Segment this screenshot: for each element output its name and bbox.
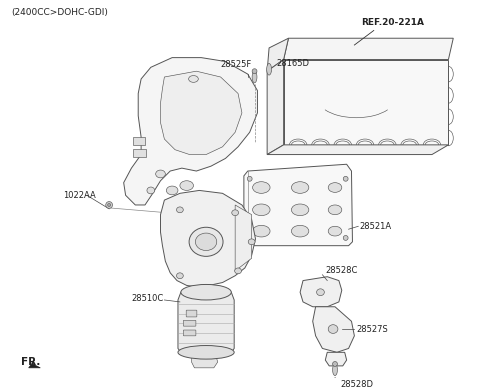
Polygon shape: [267, 145, 448, 154]
Polygon shape: [160, 71, 242, 154]
Polygon shape: [244, 164, 352, 246]
Ellipse shape: [235, 268, 241, 274]
Text: 28527S: 28527S: [356, 324, 388, 333]
Polygon shape: [124, 58, 257, 205]
Polygon shape: [235, 205, 252, 271]
FancyBboxPatch shape: [183, 320, 196, 326]
Ellipse shape: [232, 210, 239, 216]
FancyBboxPatch shape: [186, 310, 197, 317]
Ellipse shape: [247, 176, 252, 181]
Ellipse shape: [343, 235, 348, 240]
Ellipse shape: [247, 235, 252, 240]
Ellipse shape: [252, 69, 257, 74]
Text: 1022AA: 1022AA: [63, 191, 96, 200]
Ellipse shape: [177, 207, 183, 213]
Ellipse shape: [317, 289, 324, 296]
Text: (2400CC>DOHC-GDI): (2400CC>DOHC-GDI): [11, 8, 108, 17]
Text: REF.20-221A: REF.20-221A: [361, 18, 424, 27]
Ellipse shape: [333, 361, 337, 366]
Ellipse shape: [252, 225, 270, 237]
FancyBboxPatch shape: [183, 330, 196, 336]
Ellipse shape: [108, 203, 110, 207]
Polygon shape: [300, 277, 342, 307]
Text: 28521A: 28521A: [359, 222, 391, 231]
Ellipse shape: [328, 325, 338, 333]
Text: 28528D: 28528D: [341, 380, 374, 389]
Ellipse shape: [147, 187, 155, 194]
Polygon shape: [284, 38, 453, 60]
Ellipse shape: [189, 227, 223, 256]
Ellipse shape: [328, 226, 342, 236]
Polygon shape: [29, 360, 40, 368]
Ellipse shape: [156, 170, 165, 178]
Polygon shape: [192, 355, 218, 368]
Polygon shape: [267, 60, 284, 154]
Text: 28510C: 28510C: [132, 294, 164, 303]
Text: FR.: FR.: [21, 357, 40, 367]
Ellipse shape: [252, 182, 270, 193]
Ellipse shape: [180, 181, 193, 191]
Polygon shape: [133, 149, 146, 158]
Ellipse shape: [178, 345, 234, 359]
Ellipse shape: [328, 205, 342, 215]
Ellipse shape: [291, 182, 309, 193]
Ellipse shape: [291, 225, 309, 237]
Polygon shape: [267, 38, 288, 71]
Ellipse shape: [189, 75, 198, 82]
Ellipse shape: [252, 71, 257, 83]
Ellipse shape: [177, 273, 183, 279]
Text: 28525F: 28525F: [221, 60, 252, 69]
Ellipse shape: [195, 233, 217, 251]
Ellipse shape: [267, 63, 272, 75]
Ellipse shape: [252, 204, 270, 216]
Ellipse shape: [167, 186, 178, 195]
Ellipse shape: [343, 176, 348, 181]
Ellipse shape: [248, 239, 255, 245]
Ellipse shape: [181, 284, 231, 300]
Polygon shape: [160, 191, 255, 287]
Text: 28165D: 28165D: [277, 59, 310, 68]
Polygon shape: [178, 292, 234, 352]
Ellipse shape: [106, 202, 112, 209]
Ellipse shape: [328, 183, 342, 193]
Ellipse shape: [291, 204, 309, 216]
Polygon shape: [284, 60, 448, 145]
Text: 28528C: 28528C: [325, 266, 358, 275]
Ellipse shape: [333, 364, 337, 376]
Polygon shape: [133, 137, 145, 145]
Polygon shape: [325, 352, 347, 366]
Polygon shape: [312, 307, 354, 352]
